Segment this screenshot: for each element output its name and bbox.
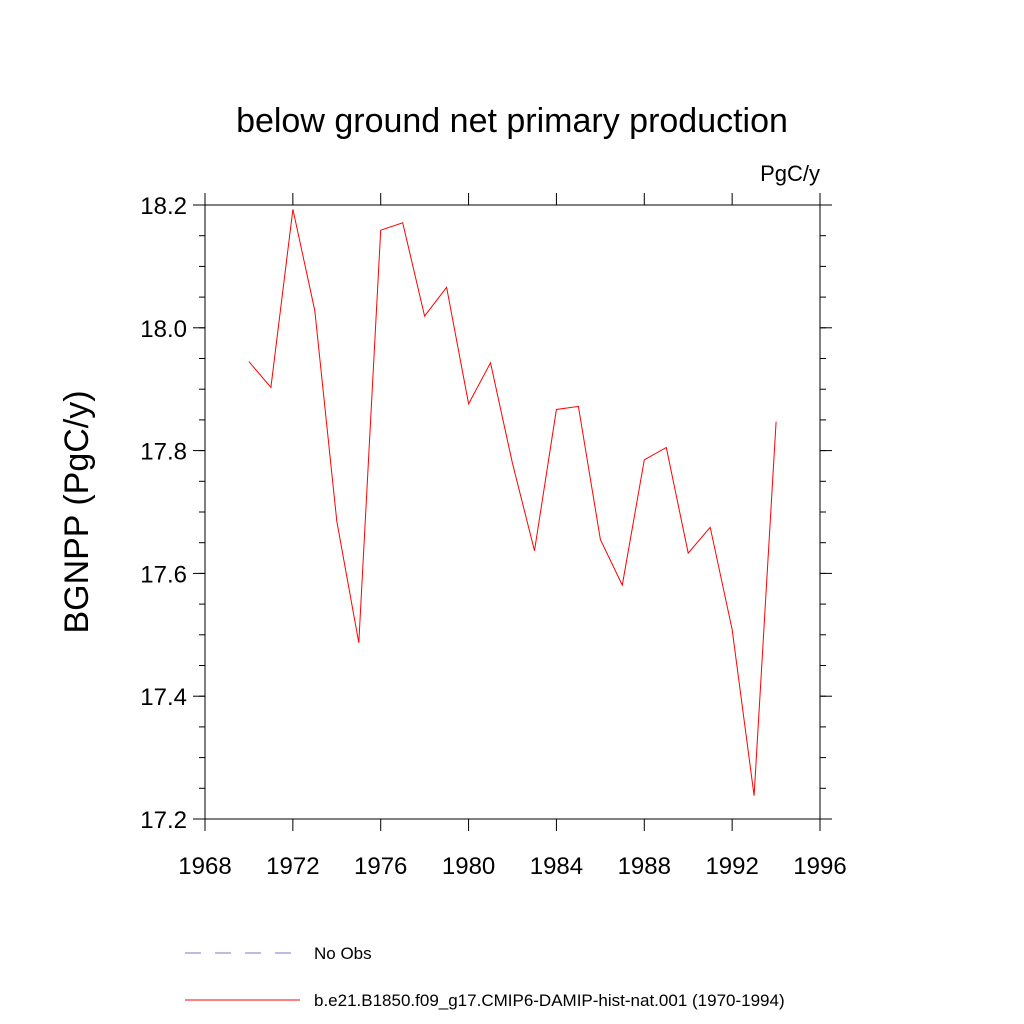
legend-label: No Obs (314, 944, 372, 963)
series-layer (248, 209, 777, 796)
y-tick-label: 18.0 (140, 316, 187, 343)
legend-label: b.e21.B1850.f09_g17.CMIP6-DAMIP-hist-nat… (314, 991, 785, 1010)
units-label: PgC/y (760, 161, 820, 186)
y-tick-label: 17.8 (140, 439, 187, 466)
series-line (248, 209, 777, 796)
y-tick-label: 17.2 (140, 807, 187, 834)
x-tick-label: 1976 (354, 853, 407, 880)
legend: No Obs b.e21.B1850.f09_g17.CMIP6-DAMIP-hi… (185, 944, 785, 1010)
plot-frame (204, 204, 821, 820)
x-tick-label: 1988 (618, 853, 671, 880)
chart-title: below ground net primary production (236, 102, 788, 140)
y-axis-label: BGNPP (PgC/y) (58, 390, 96, 633)
x-tick-label: 1980 (442, 853, 495, 880)
y-tick-label: 17.6 (140, 561, 187, 588)
axis-ticks: 1968 1972 1976 1980 1984 1988 1992 1996 17.2 17.4… (140, 193, 847, 880)
x-tick-label: 1992 (705, 853, 758, 880)
x-tick-label: 1968 (178, 853, 231, 880)
y-tick-label: 17.4 (140, 684, 187, 711)
x-tick-label: 1996 (793, 853, 846, 880)
y-tick-label: 18.2 (140, 193, 187, 220)
x-tick-label: 1972 (266, 853, 319, 880)
x-tick-label: 1984 (530, 853, 583, 880)
